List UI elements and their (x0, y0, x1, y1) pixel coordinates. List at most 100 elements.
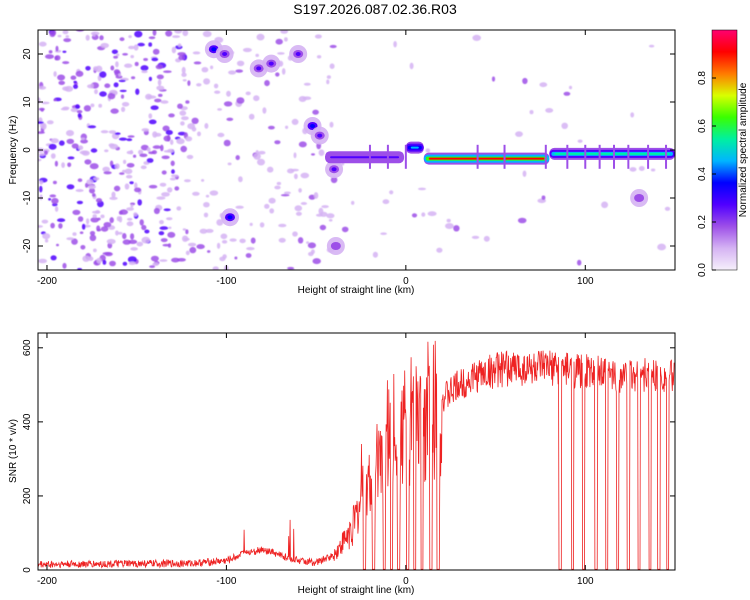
noise-speck (153, 207, 160, 215)
noise-speck (141, 224, 147, 231)
noise-speck (196, 83, 202, 87)
noise-speck (311, 153, 315, 156)
noise-speck (274, 185, 281, 190)
noise-speck (151, 150, 157, 155)
noise-speck (62, 30, 69, 35)
noise-speck (268, 125, 275, 130)
noise-speck (108, 130, 117, 134)
noise-speck (80, 137, 86, 141)
noise-speck (67, 156, 75, 160)
carrier-core (554, 152, 670, 155)
noise-speck (152, 131, 158, 138)
noise-speck (235, 69, 243, 73)
noise-speck (529, 110, 534, 115)
noise-speck (81, 223, 86, 230)
noise-speck (235, 155, 240, 161)
noise-speck (298, 188, 302, 193)
noise-speck (38, 85, 47, 90)
noise-speck (285, 125, 289, 129)
noise-speck (418, 187, 426, 191)
noise-speck (51, 197, 59, 205)
noise-speck (287, 266, 295, 270)
noise-speck (77, 145, 84, 150)
noise-speck (166, 217, 173, 221)
noise-speck (182, 235, 189, 242)
noise-speck (229, 238, 237, 242)
noise-speck (163, 70, 172, 73)
snr-xlabel: Height of straight line (km) (298, 585, 415, 596)
noise-speck (145, 93, 153, 100)
blob-core (331, 167, 337, 172)
noise-speck (96, 225, 101, 232)
noise-speck (171, 46, 177, 54)
blob-core (268, 61, 274, 66)
noise-speck (281, 68, 286, 75)
noise-speck (79, 231, 84, 234)
noise-speck (186, 154, 194, 160)
noise-speck (148, 42, 153, 47)
noise-speck (66, 130, 74, 137)
noise-speck (65, 35, 70, 38)
noise-speck (134, 182, 138, 189)
noise-speck (246, 247, 255, 251)
noise-speck (275, 72, 280, 77)
noise-speck (321, 205, 329, 209)
noise-speck (60, 107, 69, 111)
blob-core (310, 124, 316, 128)
noise-speck (127, 256, 137, 263)
noise-speck (184, 179, 191, 183)
noise-speck (294, 205, 303, 212)
noise-speck (103, 171, 112, 175)
noise-speck (167, 187, 173, 193)
noise-speck (141, 236, 151, 244)
noise-speck (89, 187, 95, 194)
snr-frame (37, 332, 676, 571)
noise-speck (171, 169, 175, 174)
noise-speck (111, 191, 116, 198)
noise-speck (446, 218, 451, 223)
noise-speck (116, 53, 120, 57)
noise-speck (182, 228, 187, 231)
noise-speck (638, 166, 645, 171)
noise-speck (134, 30, 143, 38)
noise-speck (104, 149, 109, 153)
noise-speck (152, 145, 162, 149)
noise-speck (319, 211, 328, 217)
noise-speck (54, 55, 58, 61)
noise-speck (217, 132, 225, 138)
noise-speck (256, 33, 265, 41)
noise-speck (236, 60, 245, 67)
noise-speck (148, 119, 157, 125)
noise-speck (319, 224, 327, 231)
noise-speck (84, 159, 92, 165)
noise-speck (66, 184, 75, 190)
noise-speck (122, 261, 128, 266)
noise-speck (264, 80, 270, 87)
noise-speck (411, 213, 418, 218)
noise-speck (130, 55, 134, 59)
carrier-trace (325, 141, 675, 169)
noise-speck (66, 138, 75, 144)
noise-speck (257, 158, 265, 166)
noise-speck (115, 230, 119, 236)
noise-speck (283, 191, 291, 195)
noise-speck (131, 76, 136, 80)
x-tick-label: -100 (216, 576, 236, 587)
noise-speck (140, 65, 149, 71)
noise-speck (75, 70, 84, 77)
noise-speck (99, 35, 104, 41)
noise-speck (88, 184, 96, 190)
noise-speck (351, 200, 355, 205)
blob-core (317, 133, 323, 138)
noise-speck (93, 248, 97, 253)
noise-speck (50, 255, 57, 261)
colorbar-tick-label: 0.4 (697, 167, 708, 181)
noise-speck (102, 259, 107, 265)
colorbar-gradient (711, 29, 738, 271)
noise-speck (152, 262, 159, 266)
noise-speck (45, 54, 54, 59)
noise-speck (187, 123, 196, 130)
noise-speck (308, 251, 314, 257)
noise-speck (601, 201, 609, 209)
noise-speck (117, 231, 123, 235)
